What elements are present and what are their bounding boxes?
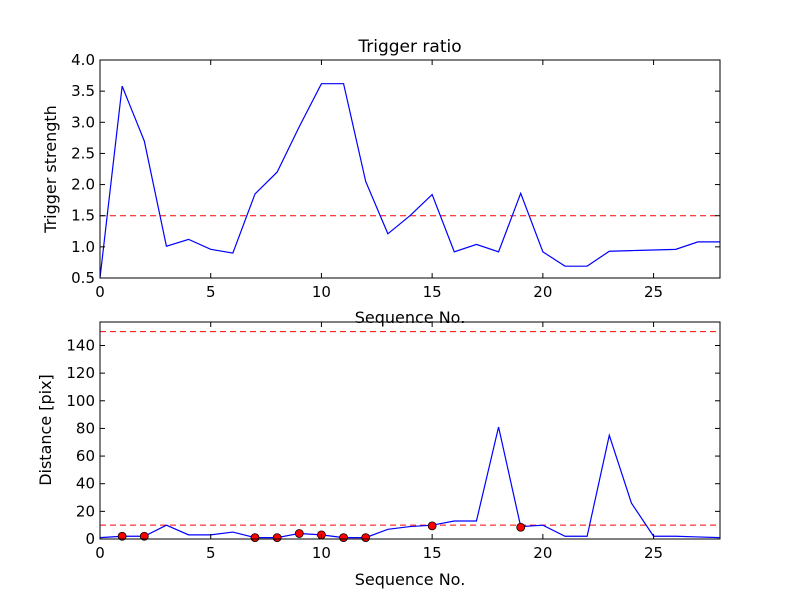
x-tick-label: 5 xyxy=(206,544,216,562)
plot-frame xyxy=(99,59,721,279)
data-point xyxy=(339,533,348,543)
x-tick-label: 25 xyxy=(644,283,663,301)
series-line xyxy=(99,426,721,539)
x-tick-label: 25 xyxy=(644,544,663,562)
data-point xyxy=(139,531,149,541)
trigger-ratio-subplot: Trigger ratio 0 5 10 15 20 25 0.5 1.0 1.5 2.0 2.5 3… xyxy=(41,37,721,327)
y-tick-label: 3.0 xyxy=(71,113,95,131)
y-tick-label: 120 xyxy=(66,364,95,382)
data-point xyxy=(516,522,526,532)
marker-layer xyxy=(117,521,526,543)
y-tick-label: 140 xyxy=(66,336,95,354)
data-point xyxy=(117,531,127,541)
data-point xyxy=(250,533,260,543)
data-point xyxy=(294,529,304,538)
x-tick-label: 10 xyxy=(312,283,331,301)
y-tick-label: 20 xyxy=(76,502,95,520)
series-layer xyxy=(99,426,721,539)
x-tick-label: 15 xyxy=(423,544,442,562)
y-axis-label: Trigger strength xyxy=(41,105,60,234)
series-line xyxy=(99,83,720,279)
x-tick-label: 0 xyxy=(95,283,105,301)
y-axis-label: Distance [pix] xyxy=(36,374,55,486)
chart-title: Trigger ratio xyxy=(357,37,461,57)
y-tick-label: 0.5 xyxy=(71,269,95,287)
y-tick-label: 4.0 xyxy=(71,51,95,69)
plot-frame xyxy=(99,321,721,540)
y-tick-label: 2.5 xyxy=(71,144,95,162)
y-tick-label: 1.0 xyxy=(71,238,95,256)
axis-ticks: 0 5 10 15 20 25 0.5 1.0 1.5 2.0 2.5 3.0 3.5 4.0 xyxy=(71,51,720,301)
x-axis-label: Sequence No. xyxy=(355,570,466,589)
data-point xyxy=(272,533,282,543)
x-axis-label: Sequence No. xyxy=(355,308,466,327)
x-tick-label: 15 xyxy=(423,283,442,301)
x-tick-label: 20 xyxy=(533,283,552,301)
y-tick-label: 3.5 xyxy=(71,82,95,100)
axis-ticks: 0 5 10 15 20 25 0 20 40 60 80 100 120 140 xyxy=(66,322,720,562)
y-tick-label: 1.5 xyxy=(71,207,95,225)
y-tick-label: 80 xyxy=(76,419,95,437)
threshold-lines xyxy=(100,331,720,526)
x-tick-label: 0 xyxy=(95,544,105,562)
data-point xyxy=(361,533,371,543)
y-tick-label: 2.0 xyxy=(71,176,95,194)
data-point xyxy=(427,521,437,531)
y-tick-label: 60 xyxy=(76,447,95,465)
y-tick-label: 40 xyxy=(76,475,95,493)
y-tick-label: 100 xyxy=(66,392,95,410)
distance-subplot: 0 5 10 15 20 25 0 20 40 60 80 100 120 140 Sequence No… xyxy=(36,321,721,589)
x-tick-label: 10 xyxy=(312,544,331,562)
y-tick-label: 0 xyxy=(85,530,95,548)
x-tick-label: 5 xyxy=(206,283,216,301)
x-tick-label: 20 xyxy=(533,544,552,562)
series-layer xyxy=(99,83,720,279)
